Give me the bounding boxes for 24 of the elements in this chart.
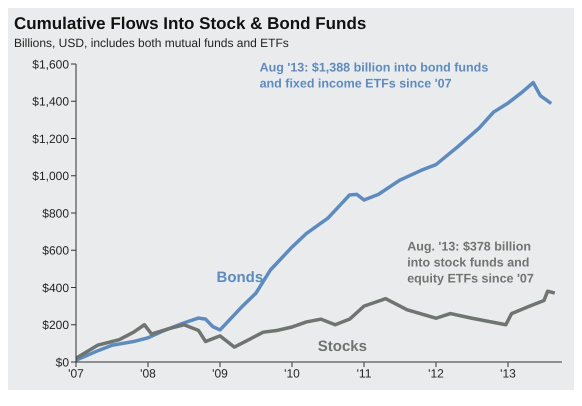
- x-tick-label: '08: [140, 366, 156, 381]
- y-tick-label: $800: [42, 206, 70, 220]
- y-tick-label: $1,600: [32, 57, 70, 72]
- y-tick-label: $200: [42, 318, 70, 332]
- x-tick-label: '09: [212, 366, 228, 381]
- chart-subtitle: Billions, USD, includes both mutual funds and ETFs: [14, 36, 290, 50]
- y-tick-label: $1,000: [32, 169, 70, 184]
- x-tick-label: '13: [500, 366, 516, 381]
- y-tick-label: $400: [42, 280, 70, 295]
- x-tick-label: '12: [428, 366, 444, 381]
- y-tick-label: $600: [42, 244, 70, 258]
- y-tick-label: $1,200: [32, 132, 70, 146]
- x-tick-label: '07: [68, 366, 84, 381]
- chart-title: Cumulative Flows Into Stock & Bond Funds: [14, 14, 368, 34]
- y-tick-label: $1,400: [32, 94, 70, 109]
- series-label: Bonds: [216, 268, 264, 286]
- line-series: [76, 80, 553, 362]
- annotation: Aug '13: $1,388 billion into bond funds and fixed income ETFs since '07: [260, 60, 488, 90]
- annotation: Aug. '13: $378 billion into stock funds and equity ETFs since '07: [407, 239, 534, 286]
- line-series: [76, 289, 557, 360]
- x-tick-label: '11: [356, 366, 372, 381]
- series-label: Stocks: [318, 338, 367, 355]
- y-tick-label: $0: [56, 355, 70, 370]
- x-tick-label: '10: [284, 366, 300, 381]
